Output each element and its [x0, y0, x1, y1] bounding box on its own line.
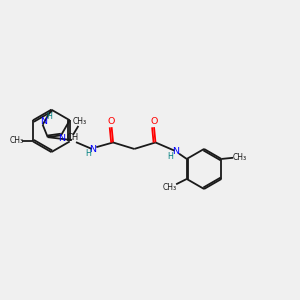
Text: CH: CH: [66, 133, 78, 142]
Text: O: O: [108, 117, 115, 126]
Text: H: H: [168, 152, 173, 160]
Text: H: H: [46, 112, 52, 121]
Text: N: N: [58, 134, 65, 143]
Text: CH₃: CH₃: [232, 153, 247, 162]
Text: CH₃: CH₃: [9, 136, 24, 146]
Text: N: N: [40, 117, 47, 126]
Text: CH₃: CH₃: [163, 183, 177, 192]
Text: O: O: [150, 117, 158, 126]
Text: N: N: [172, 147, 179, 156]
Text: N: N: [89, 145, 96, 154]
Text: H: H: [85, 149, 91, 158]
Text: CH₃: CH₃: [73, 117, 87, 126]
